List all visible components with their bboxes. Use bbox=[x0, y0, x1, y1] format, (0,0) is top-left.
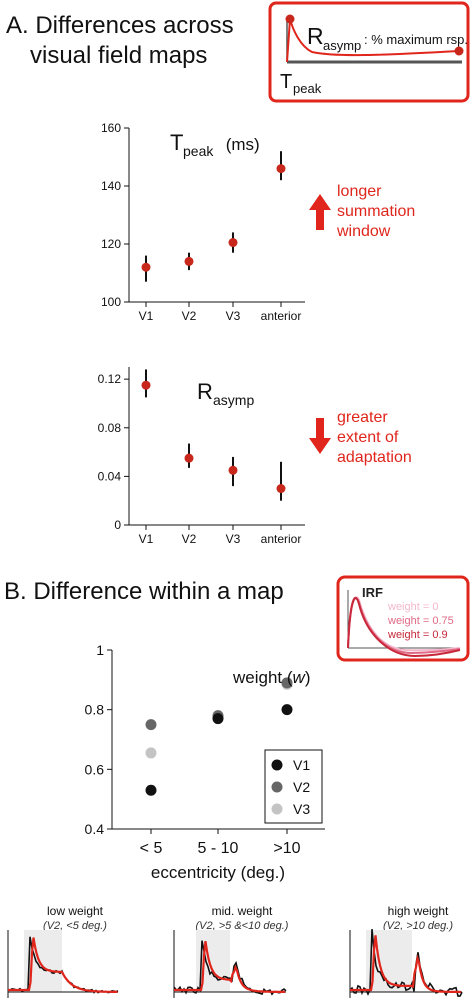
inset-t-main: T bbox=[280, 71, 292, 93]
section-b-title: B. Difference within a map bbox=[4, 578, 284, 605]
longer-window-annotation: longer summation window bbox=[309, 183, 415, 240]
c1-point bbox=[228, 238, 238, 248]
irf-legend-0: weight = 0 bbox=[387, 601, 438, 613]
c1-point bbox=[141, 262, 151, 272]
adaptation-annotation: greater extent of adaptation bbox=[309, 409, 412, 466]
inset-r-text: : % maximum rsp. bbox=[364, 32, 468, 47]
inset-r-sub: asymp bbox=[323, 38, 361, 53]
fit-panel-3: high weight (V2, >10 deg.) bbox=[349, 904, 463, 998]
c1-ytick-label: 140 bbox=[101, 179, 121, 193]
c1-point bbox=[276, 164, 286, 174]
model-fit-trace bbox=[174, 940, 286, 994]
weight-xtick-label: >10 bbox=[273, 840, 300, 857]
weight-ytick-label: 0.4 bbox=[85, 821, 105, 837]
rasymp-title-main: R bbox=[197, 379, 213, 404]
tpeak-title-main: T bbox=[170, 130, 183, 155]
c2-ytick-label: 0.08 bbox=[98, 421, 122, 435]
down-text-2: extent of bbox=[337, 429, 399, 446]
legend-marker-v2 bbox=[271, 781, 283, 793]
c2-xtick-label: V3 bbox=[226, 532, 241, 546]
weight-point-v1 bbox=[281, 704, 293, 716]
down-arrow-icon bbox=[309, 418, 331, 454]
fit-example-panels: low weight (V2, <5 deg.) mid. weight (V2, >… bbox=[7, 904, 463, 998]
c1-xtick-label: V3 bbox=[226, 309, 241, 323]
c2-point bbox=[228, 465, 238, 475]
legend-marker-v3 bbox=[271, 803, 283, 815]
chart-weight: 0.4 0.6 0.8 1 < 5 5 - 10 >10 weight (w) eccen… bbox=[85, 642, 325, 882]
section-a-title-line2: visual field maps bbox=[30, 42, 208, 69]
inset-response-schematic: R asymp : % maximum rsp. T peak bbox=[268, 1, 470, 103]
c1-ytick-label: 100 bbox=[101, 295, 121, 309]
weight-point-v1 bbox=[212, 713, 224, 725]
irf-legend-2: weight = 0.9 bbox=[387, 629, 448, 641]
c1-point bbox=[184, 256, 194, 266]
weight-ytick-label: 0.8 bbox=[85, 702, 105, 718]
legend-marker-v1 bbox=[271, 759, 283, 771]
fit-panel-subtitle: (V2, >5 &<10 deg.) bbox=[196, 920, 289, 932]
up-text-2: summation bbox=[337, 203, 415, 220]
c1-ytick-label: 160 bbox=[101, 121, 121, 135]
legend-label-v2: V2 bbox=[293, 779, 310, 795]
section-a-title-line1: A. Differences across bbox=[6, 12, 234, 39]
fit-panel-1: low weight (V2, <5 deg.) bbox=[7, 904, 119, 998]
chart-rasymp: 0 0.04 0.08 0.12 V1 V2 V3 anterior R asymp bbox=[98, 367, 305, 546]
weight-xtick-label: 5 - 10 bbox=[198, 840, 239, 857]
legend-label-v1: V1 bbox=[293, 757, 310, 773]
up-text-1: longer bbox=[337, 183, 382, 200]
weight-xlabel: eccentricity (deg.) bbox=[151, 863, 285, 882]
irf-title: IRF bbox=[362, 585, 383, 600]
c2-xtick-label: anterior bbox=[261, 532, 302, 546]
fit-panel-subtitle: (V2, >10 deg.) bbox=[383, 920, 453, 932]
inset-irf: IRF weight = 0 weight = 0.75 weight = 0.… bbox=[336, 575, 470, 662]
c2-point bbox=[276, 484, 286, 494]
tpeak-title-rest: (ms) bbox=[221, 135, 260, 154]
c2-xtick-label: V2 bbox=[182, 532, 197, 546]
weight-point-v2 bbox=[281, 677, 293, 689]
model-fit-trace bbox=[350, 935, 462, 994]
rasymp-title-sub: asymp bbox=[213, 392, 254, 408]
weight-ytick-label: 1 bbox=[96, 642, 104, 658]
fit-panel-2: mid. weight (V2, >5 &<10 deg.) bbox=[173, 904, 289, 998]
fit-panel-title: low weight bbox=[47, 904, 104, 918]
weight-point-v1 bbox=[145, 784, 157, 796]
c1-xtick-label: V1 bbox=[139, 309, 154, 323]
weight-xtick-label: < 5 bbox=[140, 840, 163, 857]
inset-t-sub: peak bbox=[293, 81, 322, 96]
c1-ytick-label: 120 bbox=[101, 237, 121, 251]
fit-panel-title: mid. weight bbox=[212, 904, 273, 918]
weight-point-v3 bbox=[145, 747, 157, 759]
weight-point-v2 bbox=[145, 719, 157, 731]
c1-xtick-label: anterior bbox=[261, 309, 302, 323]
chart-tpeak: 100 120 140 160 V1 V2 V3 anterior T peak (ms) bbox=[101, 121, 305, 323]
c1-xtick-label: V2 bbox=[182, 309, 197, 323]
down-text-3: adaptation bbox=[337, 449, 412, 466]
c2-point bbox=[184, 453, 194, 463]
down-text-1: greater bbox=[337, 409, 388, 426]
c2-ytick-label: 0.12 bbox=[98, 372, 122, 386]
irf-legend-1: weight = 0.75 bbox=[387, 615, 454, 627]
model-fit-trace bbox=[8, 937, 118, 994]
up-arrow-icon bbox=[309, 194, 331, 230]
c2-xtick-label: V1 bbox=[139, 532, 154, 546]
c2-point bbox=[141, 380, 151, 390]
fit-panel-subtitle: (V2, <5 deg.) bbox=[43, 920, 107, 932]
fit-panel-title: high weight bbox=[388, 904, 449, 918]
tpeak-title-sub: peak bbox=[183, 143, 214, 159]
inset-r-main: R bbox=[307, 23, 324, 49]
weight-ytick-label: 0.6 bbox=[85, 761, 105, 777]
c2-ytick-label: 0.04 bbox=[98, 469, 122, 483]
weight-title-pre: weight (w) bbox=[232, 668, 310, 687]
up-text-3: window bbox=[336, 223, 391, 240]
c2-ytick-label: 0 bbox=[114, 518, 121, 532]
legend-label-v3: V3 bbox=[293, 801, 310, 817]
